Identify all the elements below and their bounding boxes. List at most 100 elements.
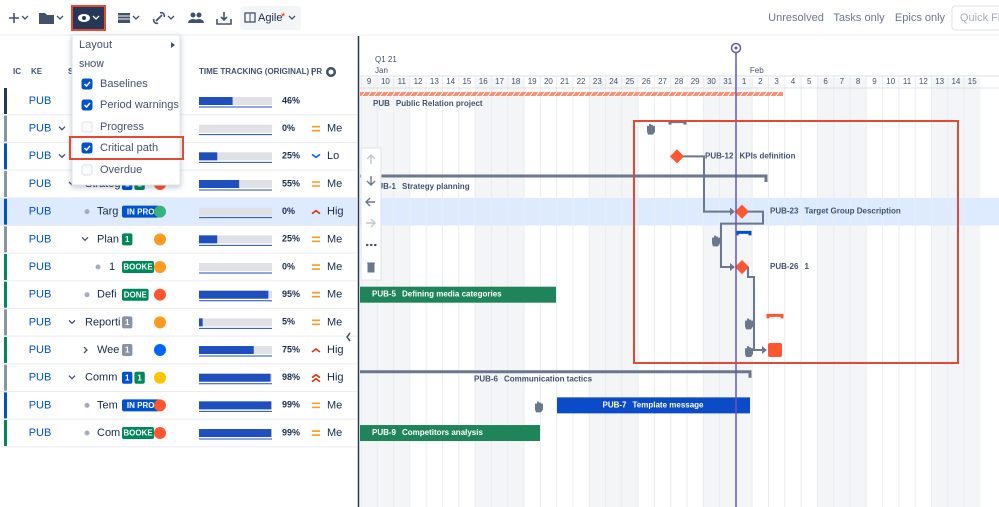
menu-layout[interactable]: Layout	[79, 39, 112, 51]
drag-handle[interactable]	[745, 318, 753, 330]
project-hatch	[391, 91, 396, 97]
task-bar[interactable]	[360, 425, 540, 442]
tracking-track	[199, 97, 272, 105]
issue-key[interactable]: PUB	[29, 261, 52, 273]
menu-item[interactable]: Baselines	[100, 78, 148, 90]
link-button[interactable]	[152, 11, 175, 25]
issue-key[interactable]: PUB	[29, 123, 52, 135]
issue-key[interactable]: PUB	[29, 289, 52, 301]
tracking-label: 75%	[282, 344, 300, 354]
project-hatch	[445, 91, 450, 97]
issue-key[interactable]: PUB	[29, 427, 52, 439]
drag-handle[interactable]	[712, 235, 720, 247]
expand-toggle[interactable]	[58, 153, 66, 159]
tracking-fill	[199, 235, 218, 244]
milestone[interactable]	[734, 259, 750, 275]
priority-label: Me	[327, 316, 342, 328]
assignee-avatar	[154, 205, 166, 218]
drag-handle[interactable]	[745, 346, 753, 358]
expand-toggle[interactable]	[68, 375, 76, 380]
folder-button[interactable]	[39, 13, 64, 24]
tracking-label: 0%	[282, 206, 295, 216]
day-label: 14	[446, 77, 455, 86]
checkbox[interactable]	[81, 164, 93, 176]
checkmark	[83, 102, 91, 109]
day-label: 13	[430, 77, 439, 86]
priority-label: Me	[327, 289, 342, 301]
expand-toggle[interactable]	[83, 346, 88, 354]
menu-item[interactable]: Period warnings	[100, 99, 179, 111]
menu-item[interactable]: Progress	[100, 121, 145, 133]
indent-button[interactable]	[366, 218, 376, 228]
issue-key[interactable]: PUB	[29, 150, 52, 162]
project-hatch	[403, 91, 408, 97]
checkbox[interactable]	[81, 121, 93, 133]
add-button[interactable]	[9, 13, 29, 23]
project-hatch	[385, 91, 390, 97]
issue-key[interactable]: PUB	[29, 372, 52, 384]
menu-item[interactable]: Critical path	[100, 142, 158, 154]
issue-key[interactable]: PUB	[29, 95, 52, 107]
move-down-button[interactable]	[366, 176, 376, 186]
task-bar[interactable]	[557, 397, 750, 414]
expand-toggle[interactable]	[58, 126, 66, 131]
bar-title: Communication tactics	[504, 375, 593, 384]
issue-key[interactable]: PUB	[29, 316, 52, 328]
day-label: 17	[495, 77, 504, 86]
checkbox[interactable]	[81, 99, 93, 111]
view-button[interactable]	[71, 5, 106, 31]
tracking-track	[199, 152, 272, 161]
checkbox[interactable]	[81, 78, 93, 90]
tracking-fill	[199, 180, 240, 189]
issue-key[interactable]: PUB	[29, 233, 52, 245]
issue-summary: Com	[97, 427, 120, 439]
project-hatch	[367, 91, 372, 97]
day-label: 12	[919, 77, 928, 86]
settings-icon[interactable]	[326, 67, 337, 77]
milestone[interactable]	[669, 149, 685, 164]
view-selector[interactable]: Agile *	[240, 6, 301, 30]
checkbox[interactable]	[81, 142, 93, 154]
day-label: 25	[625, 77, 634, 86]
drag-handle[interactable]	[647, 123, 655, 135]
tracking-label: 0%	[282, 123, 295, 133]
milestone[interactable]	[734, 204, 750, 219]
project-bar	[360, 92, 783, 96]
assignee-avatar	[154, 399, 166, 412]
day-label: 7	[840, 77, 845, 86]
people-button[interactable]	[188, 12, 204, 24]
filter-button[interactable]: Unresolved	[768, 12, 824, 24]
day-label: 11	[398, 77, 407, 86]
expand-toggle[interactable]	[81, 236, 89, 242]
status-badge-text: 1	[125, 318, 130, 327]
status-badge	[122, 205, 160, 218]
tracking-label: 95%	[282, 289, 300, 299]
critical-path-link	[683, 155, 732, 213]
selected-row	[360, 197, 999, 226]
issue-key[interactable]: PUB	[29, 206, 52, 218]
move-up-button[interactable]	[366, 154, 376, 164]
columns-button[interactable]	[118, 13, 140, 23]
outdent-button[interactable]	[365, 197, 375, 207]
menu-item[interactable]: Overdue	[100, 164, 142, 176]
collapse-handle[interactable]	[346, 332, 351, 342]
task-bar[interactable]	[768, 343, 782, 358]
filter-button[interactable]: Tasks only	[833, 12, 885, 24]
project-hatch	[439, 91, 444, 97]
issue-key[interactable]: PUB	[29, 399, 52, 411]
expand-toggle[interactable]	[68, 319, 76, 325]
tree-node	[84, 402, 90, 408]
project-hatch	[421, 91, 426, 97]
issue-table: IC KE S TIME TRACKING (ORIGINAL) |PR PUB 46% P…	[0, 36, 360, 507]
day-label: 3	[774, 77, 779, 86]
issue-key[interactable]: PUB	[29, 344, 52, 356]
delete-button[interactable]	[367, 262, 375, 273]
status-badge-text: 1	[125, 235, 130, 244]
issue-key[interactable]: PUB	[29, 178, 52, 190]
drag-handle[interactable]	[535, 401, 543, 413]
quick-filter-input[interactable]	[951, 5, 999, 31]
task-bar[interactable]	[360, 286, 556, 303]
filter-button[interactable]: Epics only	[895, 12, 946, 24]
export-button[interactable]	[216, 12, 232, 25]
